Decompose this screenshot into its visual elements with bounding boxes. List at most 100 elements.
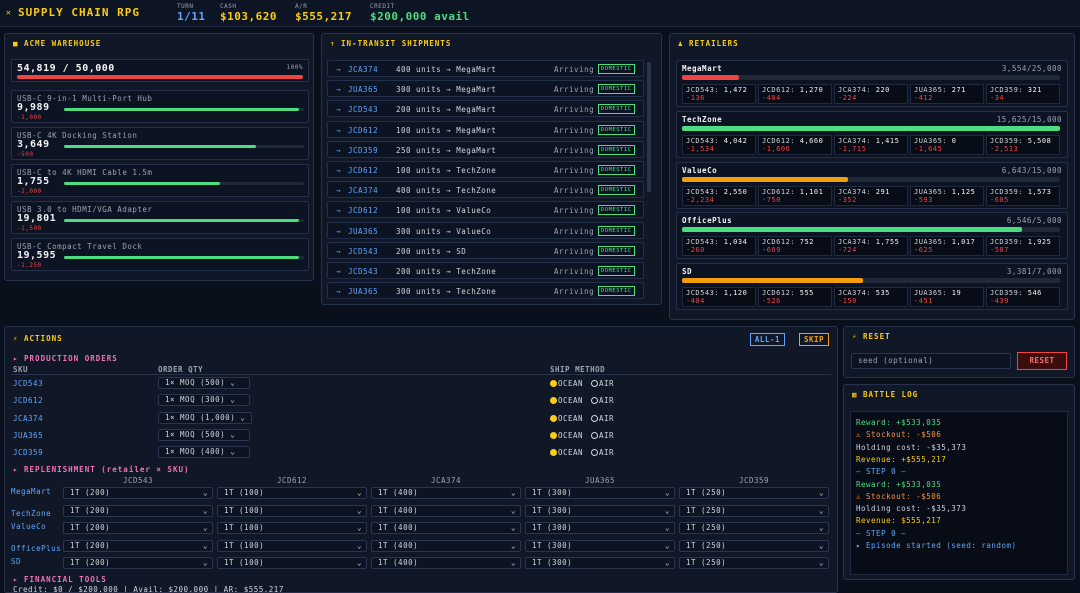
sku-label: JCA374: bbox=[838, 136, 872, 145]
ship-option[interactable]: AIR bbox=[591, 431, 614, 440]
stat-label: A/R bbox=[295, 3, 308, 10]
sku-label: JCD543: bbox=[686, 136, 720, 145]
item-name: USB-C 4K Docking Station bbox=[17, 131, 138, 140]
retailer-name: OfficePlus bbox=[682, 216, 733, 226]
replenish-select[interactable]: 1T (250) ⌄ bbox=[679, 522, 829, 534]
value: 1× MOQ (1,000) bbox=[165, 412, 236, 422]
destination: ValueCo bbox=[456, 226, 492, 236]
ship-option[interactable]: OCEAN bbox=[550, 379, 583, 388]
item-change: -500 bbox=[17, 151, 34, 158]
radio bbox=[591, 449, 598, 457]
replenish-select[interactable]: 1T (250) ⌄ bbox=[679, 487, 829, 499]
replenish-select[interactable]: 1T (250) ⌄ bbox=[679, 504, 829, 517]
retailer-fill bbox=[682, 176, 849, 182]
ship-option[interactable]: AIR bbox=[591, 396, 614, 405]
replenish-select[interactable]: 1T (100) ⌄ bbox=[217, 522, 367, 534]
sku-label: JCA374: bbox=[838, 238, 872, 247]
replenish-select[interactable]: 1T (200) ⌄ bbox=[63, 522, 213, 534]
caret: ⌄ bbox=[818, 558, 824, 567]
ship-option[interactable]: AIR bbox=[591, 414, 614, 423]
sku-delta: -352 bbox=[838, 195, 857, 204]
radio bbox=[550, 449, 557, 457]
sku-qty: 1,034 bbox=[723, 238, 748, 247]
qty-select[interactable]: 1× MOQ (500) ⌄ bbox=[158, 428, 250, 441]
replenish-select[interactable]: 1T (400) ⌄ bbox=[371, 557, 521, 569]
arrow: → bbox=[441, 145, 457, 155]
qty-select[interactable]: 1× MOQ (300) ⌄ bbox=[158, 394, 250, 407]
sku-label: JCA374: bbox=[838, 86, 872, 94]
replenish-select[interactable]: 1T (300) ⌄ bbox=[525, 557, 675, 569]
scrollbar[interactable] bbox=[647, 62, 651, 192]
ship-option[interactable]: OCEAN bbox=[550, 431, 583, 440]
reset-button[interactable]: RESET bbox=[1017, 352, 1067, 370]
shipment-tag: DOMESTIC bbox=[598, 124, 635, 135]
replenish-select[interactable]: 1T (200) ⌄ bbox=[63, 557, 213, 569]
sku-delta: -1,645 bbox=[914, 144, 943, 153]
sku-delta: -260 bbox=[686, 246, 705, 255]
arrow: → bbox=[441, 246, 457, 256]
item-qty: 1,755 bbox=[17, 176, 50, 187]
caret: ⌄ bbox=[356, 505, 362, 515]
sku-cell: JCD359: 1,573 -605 bbox=[986, 185, 1060, 206]
replenish-select[interactable]: 1T (100) ⌄ bbox=[217, 539, 367, 552]
replenish-select[interactable]: 1T (400) ⌄ bbox=[371, 504, 521, 517]
sku-qty: 752 bbox=[799, 238, 814, 247]
ship-option[interactable]: OCEAN bbox=[550, 414, 583, 423]
log-entry: — STEP 0 — bbox=[856, 528, 907, 538]
qty-select[interactable]: 1× MOQ (500) ⌄ bbox=[158, 377, 250, 389]
qty-select[interactable]: 1× MOQ (400) ⌄ bbox=[158, 446, 250, 459]
replenish-select[interactable]: 1T (250) ⌄ bbox=[679, 539, 829, 552]
ship-option[interactable]: OCEAN bbox=[550, 396, 583, 405]
destination: SD bbox=[456, 246, 467, 256]
sku-delta: -451 bbox=[914, 297, 933, 306]
sku-qty: 1,270 bbox=[799, 86, 824, 94]
replenish-select[interactable]: 1T (200) ⌄ bbox=[63, 539, 213, 552]
caret: ⌄ bbox=[356, 558, 362, 567]
ship-option[interactable]: OCEAN bbox=[550, 448, 583, 457]
item-card: USB-C 9-in-1 Multi-Port Hub 9,989 -1,000 bbox=[11, 90, 309, 123]
replenish-select[interactable]: 1T (300) ⌄ bbox=[525, 504, 675, 517]
ship-option[interactable]: AIR bbox=[591, 448, 614, 457]
caret: ⌄ bbox=[664, 488, 670, 497]
replenish-select[interactable]: 1T (300) ⌄ bbox=[525, 487, 675, 499]
value: 1× MOQ (300) bbox=[165, 395, 226, 405]
qty-select[interactable]: 1× MOQ (1,000) ⌄ bbox=[158, 411, 253, 424]
sku: JCD359 bbox=[13, 448, 44, 458]
destination: MegaMart bbox=[456, 65, 497, 74]
replenish-select[interactable]: 1T (100) ⌄ bbox=[217, 557, 367, 569]
bullet: ▸ bbox=[13, 465, 25, 474]
caret: ⌄ bbox=[664, 540, 670, 550]
value: 1T (250) bbox=[686, 540, 727, 550]
item-change: -1,000 bbox=[17, 114, 42, 121]
shipment-status: Arriving bbox=[554, 226, 595, 236]
value: 1T (400) bbox=[378, 488, 419, 497]
replenish-select[interactable]: 1T (100) ⌄ bbox=[217, 487, 367, 499]
all-button[interactable]: ALL-1 bbox=[749, 333, 785, 346]
text: REPLENISHMENT (retailer × SKU) bbox=[24, 465, 190, 474]
seed-input[interactable]: seed (optional) bbox=[851, 353, 1011, 369]
capacity-percent: 100% bbox=[286, 64, 303, 71]
replenish-select[interactable]: 1T (300) ⌄ bbox=[525, 539, 675, 552]
retailer: MegaMart bbox=[11, 487, 52, 496]
skip-button[interactable]: SKIP bbox=[798, 333, 829, 346]
replenish-select[interactable]: 1T (200) ⌄ bbox=[63, 504, 213, 517]
stock-bar bbox=[64, 256, 304, 259]
replenish-select[interactable]: 1T (250) ⌄ bbox=[679, 557, 829, 569]
replenish-select[interactable]: 1T (400) ⌄ bbox=[371, 522, 521, 534]
units: 100 units bbox=[396, 166, 442, 175]
sku-delta: -404 bbox=[686, 297, 705, 306]
replenish-select[interactable]: 1T (400) ⌄ bbox=[371, 487, 521, 499]
arrow-icon: → bbox=[336, 125, 342, 135]
panel-title: ■ ACME WAREHOUSE bbox=[13, 39, 102, 48]
panel-title: ⚡ ACTIONS bbox=[13, 334, 63, 343]
units: 200 units bbox=[396, 267, 442, 276]
sku-cell: JCD543: 1,472 -136 bbox=[682, 84, 756, 104]
replenish-select[interactable]: 1T (300) ⌄ bbox=[525, 522, 675, 534]
ship-option[interactable]: AIR bbox=[591, 379, 614, 388]
shipment-status: Arriving bbox=[554, 145, 595, 155]
capacity-bar bbox=[17, 75, 303, 79]
replenish-select[interactable]: 1T (100) ⌄ bbox=[217, 504, 367, 517]
value: 1T (400) bbox=[378, 540, 419, 550]
replenish-select[interactable]: 1T (400) ⌄ bbox=[371, 539, 521, 552]
replenish-select[interactable]: 1T (200) ⌄ bbox=[63, 487, 213, 499]
